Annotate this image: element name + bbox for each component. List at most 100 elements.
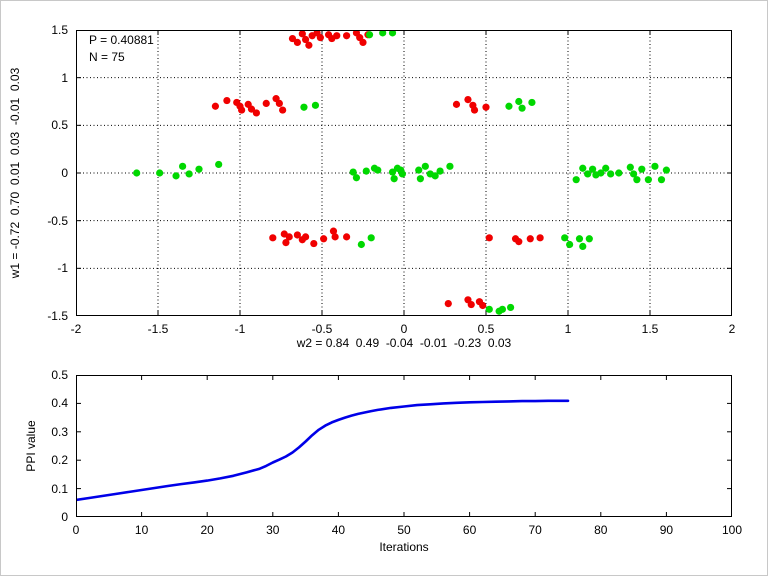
class-red-point xyxy=(262,99,270,108)
x-tick-label: 40 xyxy=(331,523,346,537)
class-red-point xyxy=(515,238,523,246)
class-green-point xyxy=(644,176,652,184)
class-green-point xyxy=(505,102,513,110)
class-red-point xyxy=(211,102,219,110)
x-tick-label: 90 xyxy=(659,523,674,537)
class-red-point xyxy=(470,106,479,114)
class-green-point xyxy=(195,165,203,173)
class-red-point xyxy=(302,233,310,241)
class-green-point xyxy=(589,165,597,173)
class-green-point xyxy=(133,169,141,177)
class-green-point xyxy=(349,168,357,176)
class-red-point xyxy=(485,234,493,242)
y-tick-label: 1 xyxy=(61,70,68,85)
class-green-point xyxy=(185,170,193,178)
class-green-point xyxy=(352,174,361,182)
class-green-point xyxy=(528,98,536,107)
class-red-point xyxy=(238,106,246,114)
class-green-point xyxy=(416,175,424,183)
class-red-point xyxy=(536,234,544,242)
class-green-point xyxy=(597,169,605,177)
class-green-point xyxy=(507,303,515,312)
y-tick-label: 0.5 xyxy=(51,368,68,382)
class-red-point xyxy=(320,235,328,243)
class-green-point xyxy=(579,164,587,172)
class-red-point xyxy=(279,106,287,114)
class-green-point xyxy=(485,305,493,313)
class-green-point xyxy=(633,176,641,184)
x-tick-label: 1 xyxy=(564,322,572,336)
class-green-point xyxy=(572,176,580,184)
x-tick-label: 60 xyxy=(462,523,477,537)
class-red-point xyxy=(275,99,283,108)
y-tick-label: 0 xyxy=(61,510,68,524)
class-red-point xyxy=(331,233,339,241)
class-red-point xyxy=(359,38,367,46)
class-red-point xyxy=(285,233,293,241)
x-tick-label: -0.5 xyxy=(311,322,333,336)
class-green-point xyxy=(367,234,375,242)
y-tick-label: -1 xyxy=(57,261,68,276)
class-green-point xyxy=(638,165,646,173)
class-green-point xyxy=(585,235,593,243)
x-tick-label: 10 xyxy=(134,523,149,537)
class-green-point xyxy=(390,175,398,183)
class-red-point xyxy=(298,30,306,38)
class-green-point xyxy=(518,104,526,112)
class-red-point xyxy=(310,239,318,248)
class-red-point xyxy=(343,32,351,40)
y-tick-label: 0.3 xyxy=(51,424,68,439)
class-green-point xyxy=(172,172,180,180)
class-red-point xyxy=(482,103,490,111)
class-green-point xyxy=(515,97,523,106)
class-red-point xyxy=(247,105,256,113)
axes-box xyxy=(76,30,732,316)
class-red-point xyxy=(269,234,277,242)
class-red-point xyxy=(452,100,461,108)
class-green-point xyxy=(561,234,569,242)
line-svg xyxy=(76,375,732,517)
scatter-svg xyxy=(76,30,732,316)
x-tick-label: 2 xyxy=(728,322,736,336)
class-green-point xyxy=(357,240,365,249)
class-green-point xyxy=(446,162,454,170)
p-value-annotation: P = 0.40881 xyxy=(89,33,154,47)
x-tick-label: 70 xyxy=(528,523,542,537)
class-red-point xyxy=(223,96,231,105)
class-red-point xyxy=(293,38,301,46)
x-tick-label: 20 xyxy=(200,523,214,537)
class-green-point xyxy=(498,305,506,313)
class-green-point xyxy=(651,162,659,170)
x-tick-label: -2 xyxy=(70,322,82,336)
class-red-point xyxy=(526,235,534,243)
class-green-point xyxy=(657,176,666,184)
y-tick-label: 1.5 xyxy=(51,23,68,37)
y-tick-label: 0.2 xyxy=(51,453,68,468)
y-tick-label: 0.4 xyxy=(51,396,68,411)
class-green-point xyxy=(602,164,610,172)
class-green-point xyxy=(365,31,374,39)
class-green-point xyxy=(421,162,429,170)
class-green-point xyxy=(215,160,223,169)
n-value-annotation: N = 75 xyxy=(89,50,125,64)
class-red-point xyxy=(316,34,324,42)
class-green-point xyxy=(300,103,308,111)
class-green-point xyxy=(311,101,320,109)
ppi-curve xyxy=(76,399,570,502)
class-red-point xyxy=(329,227,338,235)
y-tick-label: -0.5 xyxy=(47,213,68,228)
class-green-point xyxy=(626,163,634,171)
x-tick-label: -1 xyxy=(234,322,246,336)
class-green-point xyxy=(615,169,623,177)
x-tick-label: 30 xyxy=(266,523,280,537)
class-green-point xyxy=(662,166,671,174)
class-red-point xyxy=(282,238,290,247)
class-red-point xyxy=(464,95,472,104)
y-tick-label: 0.5 xyxy=(51,118,68,133)
class-green-point xyxy=(415,166,423,174)
class-green-point xyxy=(566,240,574,249)
x-tick-label: 0 xyxy=(72,523,80,537)
class-red-point xyxy=(444,300,452,308)
class-green-point xyxy=(362,167,370,175)
